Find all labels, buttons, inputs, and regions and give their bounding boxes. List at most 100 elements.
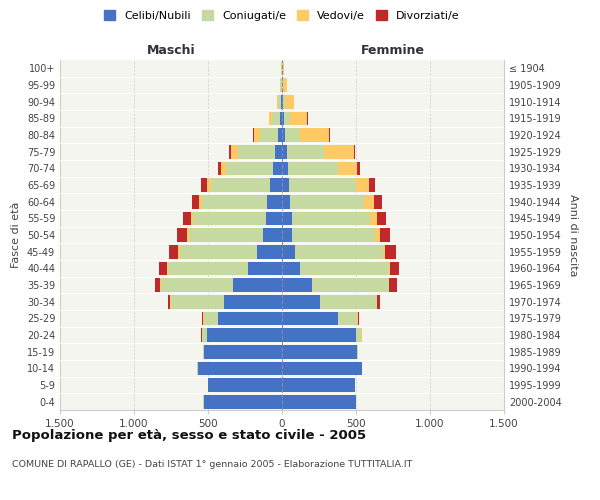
Bar bbox=[208, 378, 282, 392]
Text: Femmine: Femmine bbox=[361, 44, 425, 57]
Bar bbox=[189, 228, 263, 242]
Bar bbox=[377, 295, 380, 308]
Bar bbox=[385, 245, 396, 258]
Bar bbox=[281, 95, 282, 108]
Bar bbox=[290, 195, 364, 208]
Bar bbox=[278, 95, 281, 108]
Bar bbox=[389, 262, 390, 275]
Text: Maschi: Maschi bbox=[146, 44, 196, 57]
Bar bbox=[202, 178, 207, 192]
Bar bbox=[203, 312, 218, 325]
Bar bbox=[183, 212, 191, 225]
Bar bbox=[283, 62, 284, 75]
Bar bbox=[282, 278, 311, 292]
Bar bbox=[269, 112, 272, 125]
Bar bbox=[354, 145, 355, 158]
Bar bbox=[171, 295, 224, 308]
Bar bbox=[277, 95, 278, 108]
Bar bbox=[282, 295, 320, 308]
Bar bbox=[197, 362, 282, 375]
Bar bbox=[324, 145, 354, 158]
Bar bbox=[201, 328, 202, 342]
Bar bbox=[191, 212, 193, 225]
Bar bbox=[207, 178, 211, 192]
Bar bbox=[288, 162, 338, 175]
Bar bbox=[167, 262, 168, 275]
Bar bbox=[290, 112, 307, 125]
Bar bbox=[203, 395, 282, 408]
Bar bbox=[168, 262, 248, 275]
Bar bbox=[280, 78, 281, 92]
Bar bbox=[282, 162, 288, 175]
Bar bbox=[260, 128, 278, 142]
Bar bbox=[178, 245, 180, 258]
Bar bbox=[218, 312, 282, 325]
Bar bbox=[267, 195, 282, 208]
Bar bbox=[292, 228, 375, 242]
Bar bbox=[202, 195, 267, 208]
Bar bbox=[282, 145, 287, 158]
Text: Popolazione per età, sesso e stato civile - 2005: Popolazione per età, sesso e stato civil… bbox=[12, 430, 366, 442]
Y-axis label: Anni di nascita: Anni di nascita bbox=[568, 194, 578, 276]
Bar bbox=[238, 145, 275, 158]
Bar bbox=[284, 112, 290, 125]
Bar bbox=[257, 245, 282, 258]
Bar bbox=[203, 345, 282, 358]
Bar bbox=[282, 128, 285, 142]
Bar bbox=[282, 395, 356, 408]
Bar bbox=[287, 145, 324, 158]
Bar bbox=[356, 328, 361, 342]
Bar bbox=[278, 128, 282, 142]
Bar bbox=[169, 245, 178, 258]
Bar bbox=[380, 228, 390, 242]
Bar bbox=[280, 112, 282, 125]
Bar bbox=[282, 312, 338, 325]
Bar bbox=[282, 195, 290, 208]
Bar bbox=[180, 245, 257, 258]
Bar bbox=[282, 112, 284, 125]
Bar bbox=[199, 195, 202, 208]
Bar bbox=[389, 278, 397, 292]
Bar bbox=[370, 212, 377, 225]
Bar bbox=[320, 295, 377, 308]
Bar bbox=[282, 345, 358, 358]
Bar bbox=[160, 278, 161, 292]
Bar bbox=[218, 162, 221, 175]
Bar bbox=[374, 195, 382, 208]
Bar bbox=[300, 128, 329, 142]
Bar bbox=[168, 295, 170, 308]
Bar bbox=[263, 228, 282, 242]
Bar bbox=[282, 262, 300, 275]
Bar bbox=[295, 245, 383, 258]
Bar bbox=[311, 278, 389, 292]
Bar bbox=[221, 162, 226, 175]
Bar bbox=[155, 278, 160, 292]
Bar bbox=[161, 278, 233, 292]
Bar bbox=[329, 128, 330, 142]
Bar bbox=[193, 212, 266, 225]
Bar bbox=[224, 295, 282, 308]
Bar bbox=[231, 145, 238, 158]
Bar bbox=[178, 228, 187, 242]
Bar bbox=[283, 95, 285, 108]
Bar bbox=[187, 228, 189, 242]
Bar bbox=[375, 228, 380, 242]
Bar bbox=[282, 95, 283, 108]
Bar bbox=[226, 162, 273, 175]
Bar bbox=[383, 245, 385, 258]
Bar bbox=[282, 212, 292, 225]
Bar bbox=[202, 328, 206, 342]
Bar bbox=[266, 212, 282, 225]
Bar bbox=[170, 295, 171, 308]
Bar bbox=[270, 178, 282, 192]
Bar bbox=[254, 128, 260, 142]
Bar bbox=[377, 212, 386, 225]
Bar bbox=[282, 245, 295, 258]
Bar bbox=[282, 178, 289, 192]
Bar bbox=[229, 145, 231, 158]
Bar bbox=[285, 128, 300, 142]
Bar bbox=[370, 178, 375, 192]
Bar bbox=[192, 195, 199, 208]
Bar bbox=[358, 162, 361, 175]
Bar bbox=[358, 312, 359, 325]
